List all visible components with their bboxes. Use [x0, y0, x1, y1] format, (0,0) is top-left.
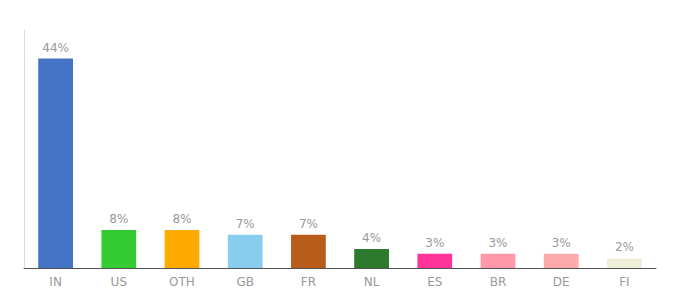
svg-text:3%: 3%	[488, 236, 507, 250]
svg-text:8%: 8%	[109, 212, 128, 226]
svg-text:BR: BR	[490, 275, 507, 289]
svg-text:8%: 8%	[172, 212, 191, 226]
svg-text:7%: 7%	[299, 217, 318, 231]
svg-text:NL: NL	[364, 275, 380, 289]
svg-text:ES: ES	[427, 275, 442, 289]
svg-text:US: US	[111, 275, 127, 289]
svg-text:44%: 44%	[42, 41, 69, 55]
svg-text:4%: 4%	[362, 231, 381, 245]
svg-text:7%: 7%	[236, 217, 255, 231]
svg-text:3%: 3%	[425, 236, 444, 250]
svg-text:DE: DE	[553, 275, 570, 289]
svg-text:FR: FR	[301, 275, 316, 289]
svg-text:OTH: OTH	[169, 275, 195, 289]
svg-text:FI: FI	[619, 275, 629, 289]
svg-text:GB: GB	[236, 275, 254, 289]
svg-text:2%: 2%	[615, 240, 634, 254]
svg-text:3%: 3%	[552, 236, 571, 250]
svg-text:IN: IN	[49, 275, 62, 289]
